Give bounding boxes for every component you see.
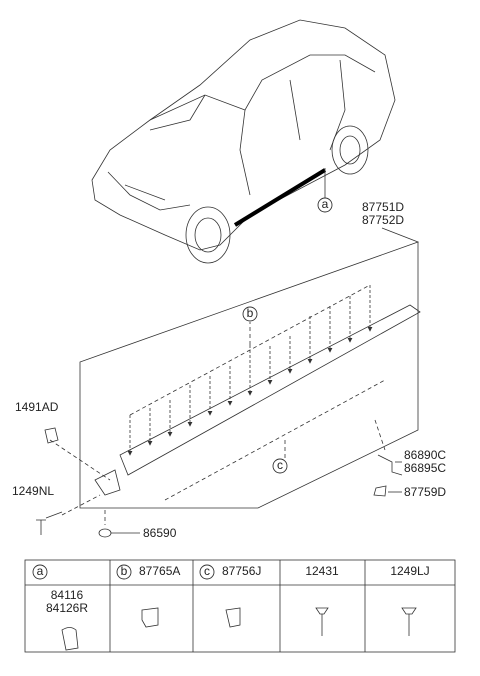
table-header: 12431 [305, 564, 339, 578]
table-cell: 84116 [51, 588, 84, 602]
part-number: 86890C [404, 448, 446, 462]
ref-label: a [37, 564, 44, 578]
part-number: 86590 [143, 526, 177, 540]
car-drawing [91, 19, 396, 264]
part-number: 87752D [362, 213, 404, 227]
ref-label: a [322, 197, 329, 211]
table-header: 1249LJ [390, 564, 429, 578]
ref-label: b [247, 306, 254, 320]
ref-label: c [277, 458, 283, 472]
parts-table [24, 559, 456, 653]
ref-label: b [121, 564, 128, 578]
table-header: 87765A [139, 564, 180, 578]
part-number: 1249NL [12, 484, 54, 498]
exploded-frame [36, 227, 421, 538]
part-number: 87751D [362, 200, 404, 214]
part-number: 1491AD [15, 400, 59, 414]
table-cell: 84126R [46, 601, 88, 615]
ref-label: c [204, 564, 210, 578]
part-number: 87759D [404, 485, 446, 499]
table-header: 87756J [222, 564, 261, 578]
part-number: 86895C [404, 461, 446, 475]
